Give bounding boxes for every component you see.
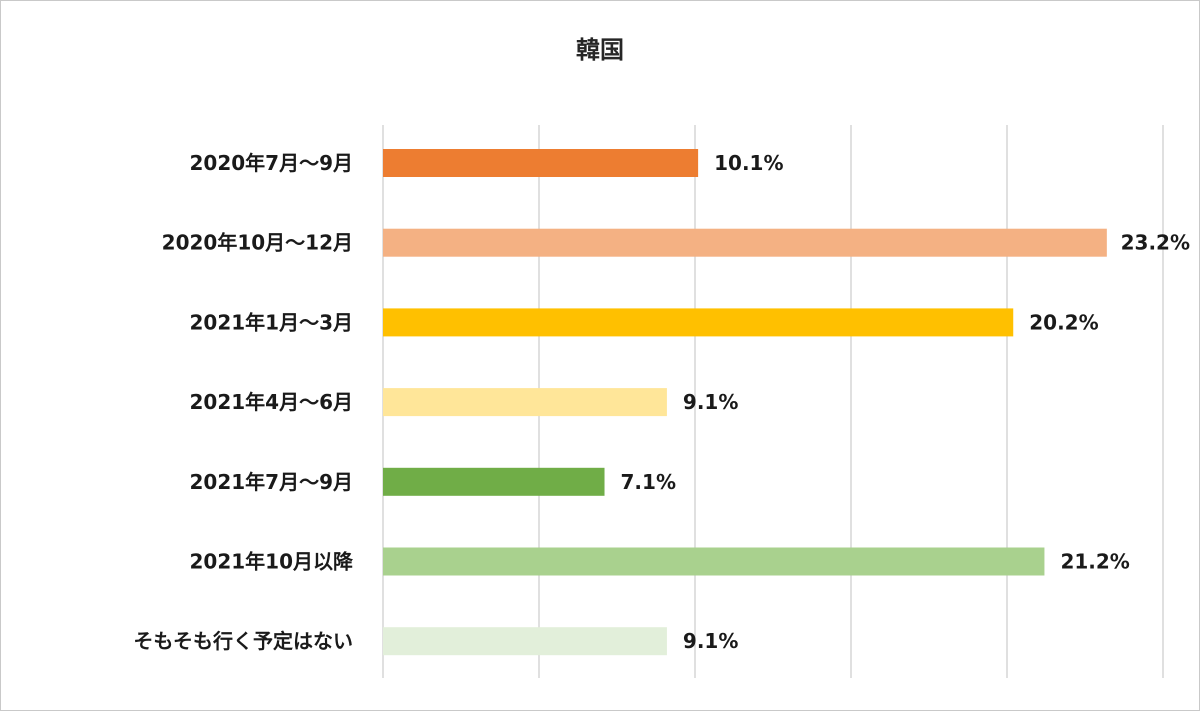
bar [383, 388, 667, 417]
bars [383, 149, 1107, 656]
category-label: そもそも行く予定はない [133, 629, 353, 653]
data-label: 20.2% [1029, 310, 1098, 334]
category-label: 2021年1月～3月 [190, 310, 354, 334]
gridlines [382, 125, 1164, 678]
bar [383, 228, 1107, 257]
category-label: 2021年7月～9月 [190, 470, 354, 494]
data-label: 9.1% [683, 629, 738, 653]
data-label: 21.2% [1060, 550, 1129, 574]
data-label: 9.1% [683, 390, 738, 414]
value-labels: 10.1% 23.2% 20.2% 9.1% 7.1% 21.2% 9.1% [621, 151, 1190, 653]
data-label: 23.2% [1121, 231, 1190, 255]
category-label: 2020年7月～9月 [190, 151, 354, 175]
category-label: 2021年10月以降 [190, 550, 354, 574]
chart-title: 韓国 [576, 36, 624, 64]
bar [383, 627, 667, 656]
bar [383, 149, 699, 177]
bar [383, 547, 1045, 576]
data-label: 10.1% [714, 151, 783, 175]
bar [383, 467, 605, 496]
category-label: 2021年4月～6月 [190, 390, 354, 414]
category-label: 2020年10月～12月 [162, 231, 353, 255]
category-labels: 2020年7月～9月 2020年10月～12月 2021年1月～3月 2021年4月～… [133, 151, 354, 653]
bar [383, 308, 1014, 337]
data-label: 7.1% [621, 470, 676, 494]
